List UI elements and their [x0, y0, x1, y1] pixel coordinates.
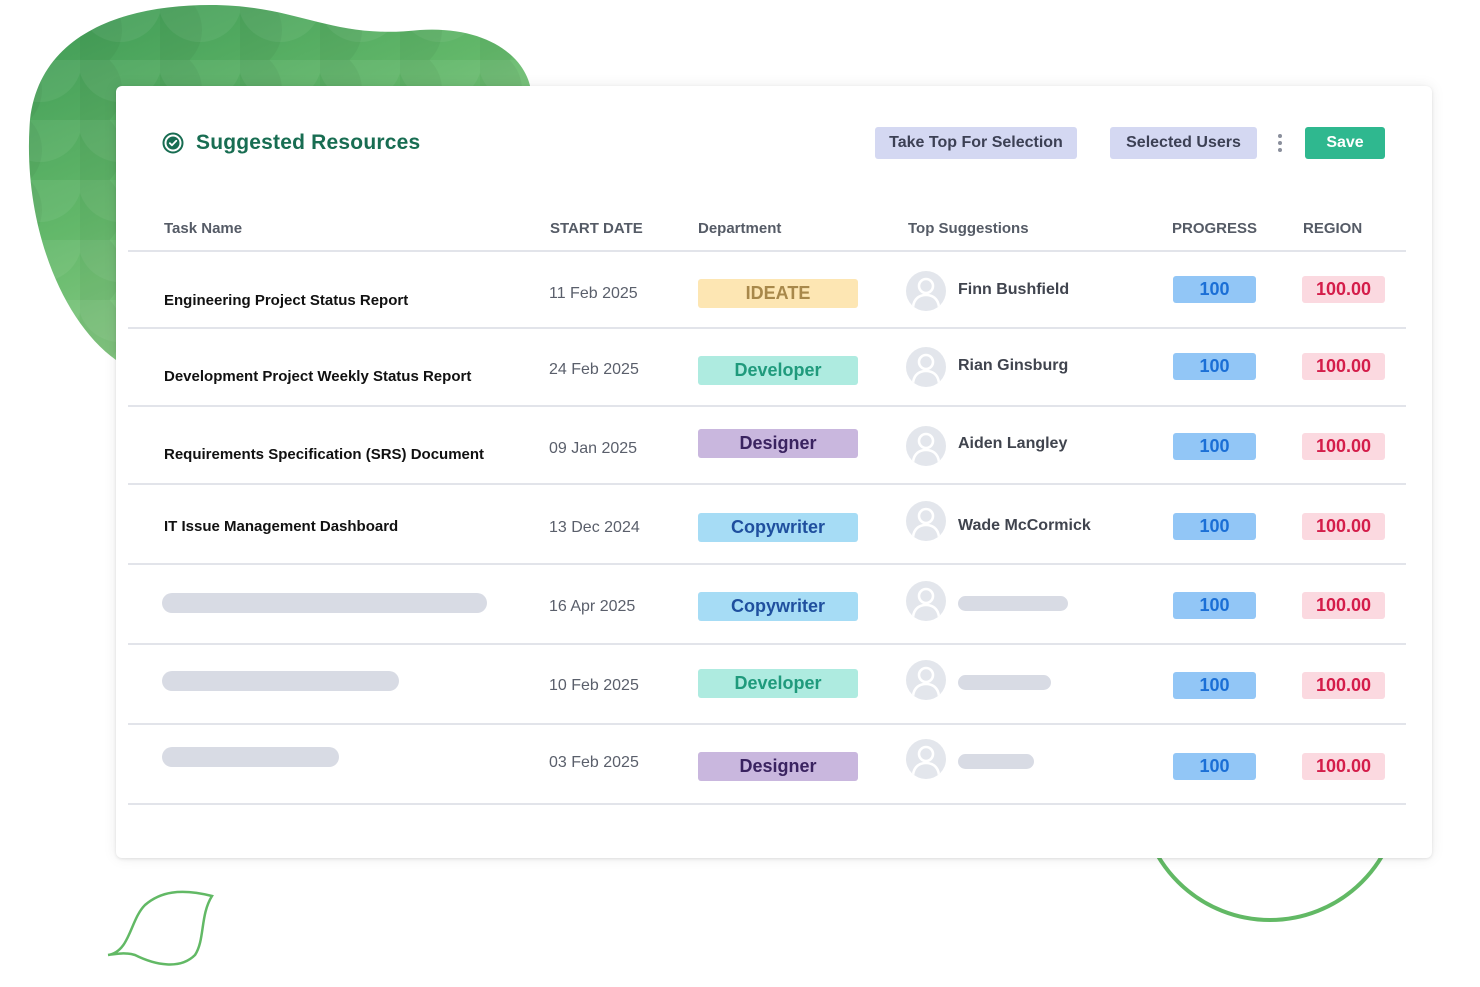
column-header-start-date[interactable]: START DATE [550, 220, 643, 237]
panel-header: Suggested Resources [162, 131, 420, 155]
user-avatar-icon [911, 277, 941, 308]
task-name[interactable]: Development Project Weekly Status Report [164, 368, 472, 385]
progress-badge: 100 [1173, 753, 1256, 780]
suggested-user-name[interactable]: Wade McCormick [958, 517, 1091, 534]
start-date: 24 Feb 2025 [549, 361, 639, 378]
avatar[interactable] [906, 739, 946, 779]
table-row[interactable]: 03 Feb 2025 Designer 100 100.00 [128, 725, 1406, 805]
department-badge: Copywriter [698, 513, 858, 542]
progress-badge: 100 [1173, 276, 1256, 303]
more-options-button[interactable] [1272, 127, 1288, 159]
column-header-region[interactable]: REGION [1303, 220, 1363, 237]
suggested-user-name[interactable]: Rian Ginsburg [958, 357, 1069, 374]
user-avatar-icon [911, 745, 941, 776]
suggested-user-skeleton [958, 596, 1068, 611]
kebab-vertical-icon [1278, 134, 1282, 152]
table-header: Task Name START DATE Department Top Sugg… [128, 206, 1406, 252]
task-name[interactable]: Engineering Project Status Report [164, 292, 409, 309]
progress-badge: 100 [1173, 433, 1256, 460]
task-name-skeleton [162, 747, 339, 767]
department-badge: Designer [698, 429, 858, 458]
avatar[interactable] [906, 347, 946, 387]
user-avatar-icon [911, 666, 941, 697]
check-circle-icon [162, 132, 184, 154]
avatar[interactable] [906, 581, 946, 621]
table-row[interactable]: IT Issue Management Dashboard 13 Dec 2024… [128, 485, 1406, 565]
progress-badge: 100 [1173, 592, 1256, 619]
table-row[interactable]: 10 Feb 2025 Developer 100 100.00 [128, 645, 1406, 725]
leaf-outline-decoration [107, 890, 214, 966]
start-date: 16 Apr 2025 [549, 598, 636, 615]
task-name-skeleton [162, 671, 399, 691]
task-name[interactable]: Requirements Specification (SRS) Documen… [164, 446, 485, 463]
region-badge: 100.00 [1302, 433, 1385, 460]
column-header-progress[interactable]: PROGRESS [1172, 220, 1258, 237]
department-badge: Copywriter [698, 592, 858, 621]
department-badge: Designer [698, 752, 858, 781]
region-badge: 100.00 [1302, 753, 1385, 780]
user-avatar-icon [911, 587, 941, 618]
avatar[interactable] [906, 660, 946, 700]
user-avatar-icon [911, 353, 941, 384]
column-header-department[interactable]: Department [698, 220, 782, 237]
department-badge: IDEATE [698, 279, 858, 308]
progress-badge: 100 [1173, 353, 1256, 380]
region-badge: 100.00 [1302, 672, 1385, 699]
department-badge: Developer [698, 356, 858, 385]
region-badge: 100.00 [1302, 592, 1385, 619]
start-date: 11 Feb 2025 [549, 285, 638, 302]
column-header-task[interactable]: Task Name [164, 220, 243, 237]
task-name-skeleton [162, 593, 487, 613]
task-name[interactable]: IT Issue Management Dashboard [164, 518, 399, 535]
suggested-user-skeleton [958, 754, 1034, 769]
progress-badge: 100 [1173, 513, 1256, 540]
start-date: 13 Dec 2024 [549, 519, 640, 536]
suggested-resources-card: Suggested Resources Take Top For Selecti… [116, 86, 1432, 858]
start-date: 10 Feb 2025 [549, 677, 639, 694]
suggested-user-name[interactable]: Aiden Langley [958, 435, 1068, 452]
save-button[interactable]: Save [1305, 127, 1385, 159]
avatar[interactable] [906, 426, 946, 466]
avatar[interactable] [906, 271, 946, 311]
suggested-user-skeleton [958, 675, 1051, 690]
department-badge: Developer [698, 669, 858, 698]
table-row[interactable]: 16 Apr 2025 Copywriter 100 100.00 [128, 565, 1406, 645]
table-row[interactable]: Development Project Weekly Status Report… [128, 329, 1406, 407]
table-row[interactable]: Requirements Specification (SRS) Documen… [128, 407, 1406, 485]
region-badge: 100.00 [1302, 276, 1385, 303]
user-avatar-icon [911, 507, 941, 538]
region-badge: 100.00 [1302, 513, 1385, 540]
selected-users-button[interactable]: Selected Users [1110, 127, 1257, 159]
start-date: 03 Feb 2025 [549, 754, 639, 771]
user-avatar-icon [911, 432, 941, 463]
progress-badge: 100 [1173, 672, 1256, 699]
page-title: Suggested Resources [196, 131, 421, 154]
start-date: 09 Jan 2025 [549, 440, 638, 457]
column-header-top-suggestions[interactable]: Top Suggestions [908, 220, 1029, 237]
region-badge: 100.00 [1302, 353, 1385, 380]
avatar[interactable] [906, 501, 946, 541]
suggested-user-name[interactable]: Finn Bushfield [958, 281, 1070, 298]
table-row[interactable]: Engineering Project Status Report 11 Feb … [128, 254, 1406, 329]
take-top-for-selection-button[interactable]: Take Top For Selection [875, 127, 1077, 159]
